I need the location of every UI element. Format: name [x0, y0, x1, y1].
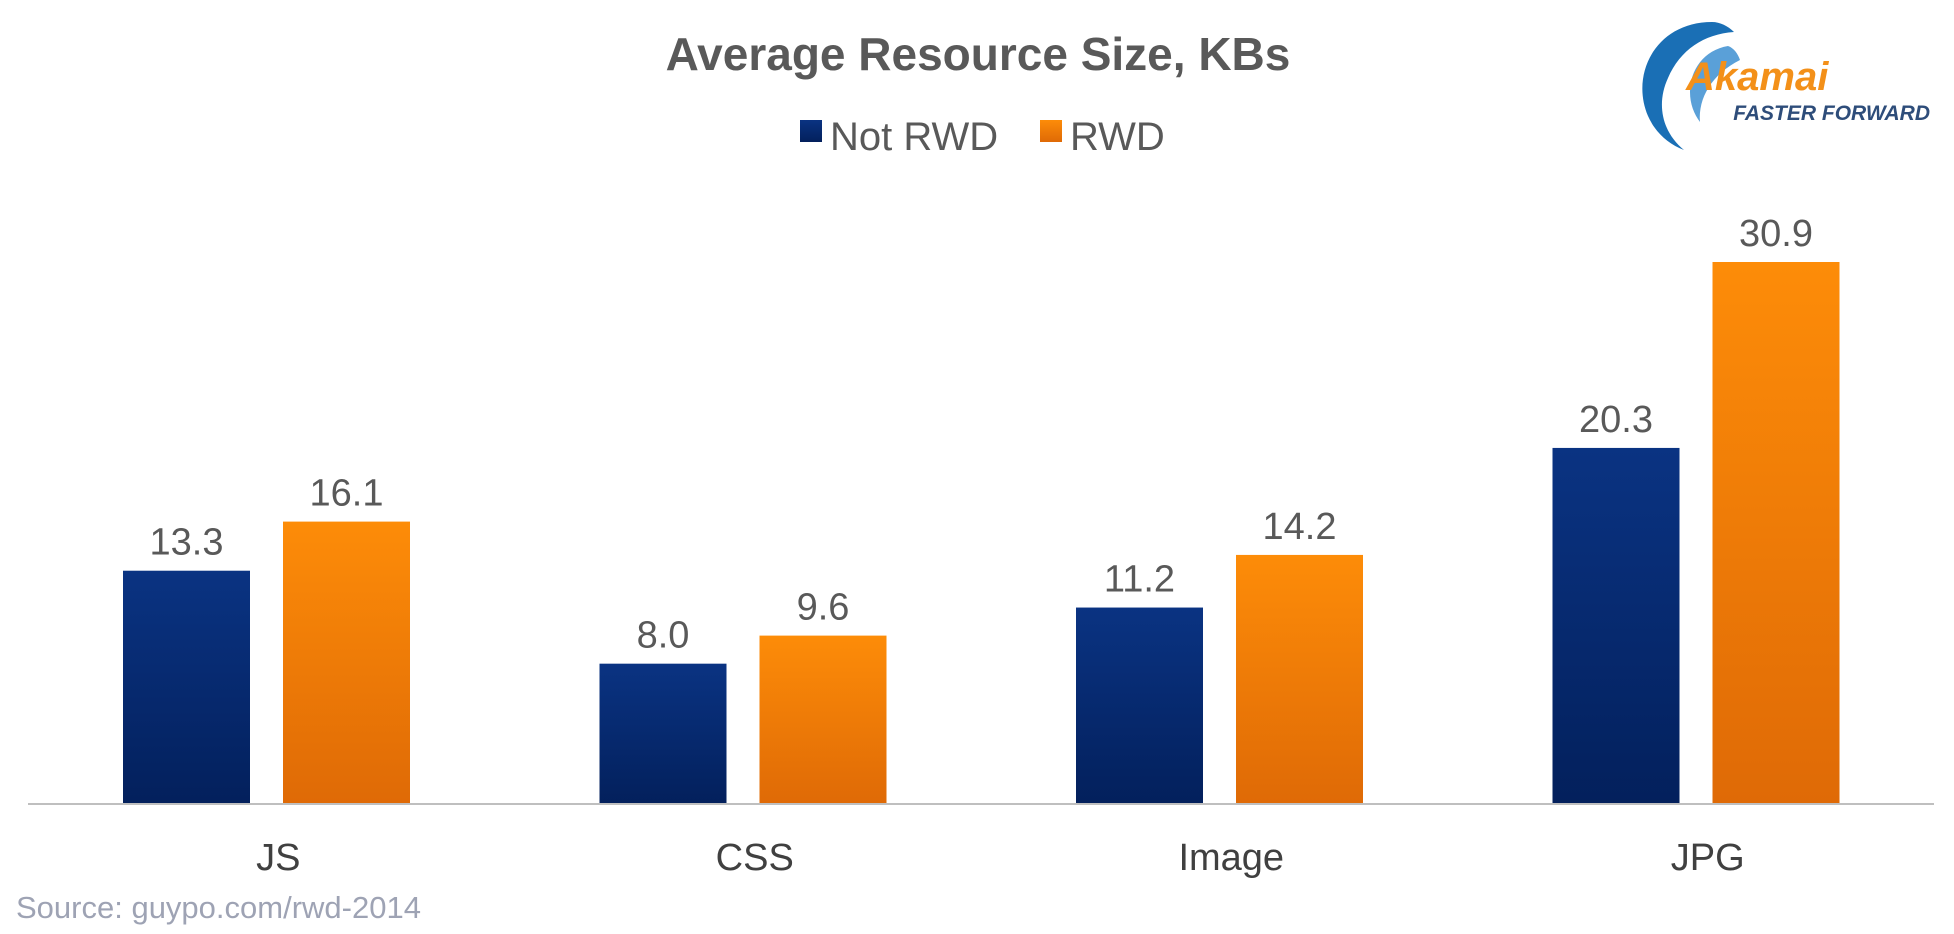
logo-tagline: FASTER FORWARD — [1733, 102, 1930, 125]
logo-swoosh-icon — [1642, 22, 1734, 150]
chart-title: Average Resource Size, KBs — [666, 28, 1291, 80]
category-label-css: CSS — [716, 837, 794, 879]
bar-js-not-rwd — [123, 570, 250, 804]
akamai-logo: Akamai FASTER FORWARD — [1642, 22, 1930, 150]
bar-jpg-not-rwd — [1552, 447, 1680, 804]
legend-label-rwd: RWD — [1070, 115, 1165, 159]
category-label-image: Image — [1178, 837, 1284, 879]
category-label-js: JS — [256, 837, 300, 879]
legend: Not RWD RWD — [800, 115, 1165, 159]
bar-jpg-rwd — [1712, 262, 1840, 804]
value-label-css-not-rwd: 8.0 — [637, 615, 690, 657]
value-label-css-rwd: 9.6 — [797, 587, 850, 629]
value-label-js-not-rwd: 13.3 — [150, 522, 224, 564]
value-label-jpg-not-rwd: 20.3 — [1579, 399, 1653, 441]
category-label-jpg: JPG — [1671, 837, 1745, 879]
bars-layer — [123, 262, 1840, 804]
bar-js-rwd — [283, 521, 410, 804]
category-labels-layer: JS CSS Image JPG — [256, 837, 1745, 879]
value-labels-layer: 13.3 16.1 8.0 9.6 11.2 14.2 20.3 30.9 — [150, 213, 1813, 657]
value-label-jpg-rwd: 30.9 — [1739, 213, 1813, 255]
bar-image-not-rwd — [1076, 607, 1203, 804]
logo-name: Akamai — [1685, 55, 1829, 99]
logo-swoosh-inner-icon — [1690, 46, 1740, 122]
source-note: Source: guypo.com/rwd-2014 — [16, 890, 421, 925]
value-label-js-rwd: 16.1 — [310, 473, 384, 515]
legend-swatch-not-rwd — [800, 120, 822, 142]
bar-css-not-rwd — [599, 663, 727, 804]
legend-swatch-rwd — [1040, 120, 1062, 142]
legend-label-not-rwd: Not RWD — [830, 115, 998, 159]
bar-image-rwd — [1236, 554, 1363, 804]
bar-css-rwd — [759, 635, 887, 804]
value-label-image-rwd: 14.2 — [1263, 506, 1337, 548]
value-label-image-not-rwd: 11.2 — [1104, 559, 1175, 601]
